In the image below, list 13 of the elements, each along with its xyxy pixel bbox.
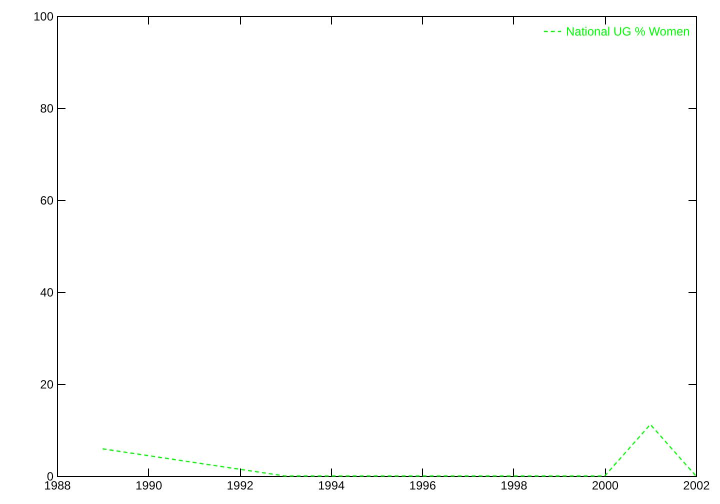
x-tick-label: 1992 [226,478,254,492]
y-tick-label: 40 [40,286,54,300]
y-tick-label: 20 [40,378,54,392]
x-tick-label: 2002 [683,478,710,492]
x-tick-label: 1996 [409,478,436,492]
x-tick-label: 1994 [318,478,346,492]
x-tick-label: 1998 [500,478,528,492]
legend-label: National UG % Women [566,24,690,38]
x-tick-label: 2000 [592,478,619,492]
y-tick-label: 60 [40,194,54,208]
x-tick-label: 1990 [135,478,162,492]
y-tick-label: 80 [40,102,54,116]
y-tick-label: 100 [33,10,54,24]
